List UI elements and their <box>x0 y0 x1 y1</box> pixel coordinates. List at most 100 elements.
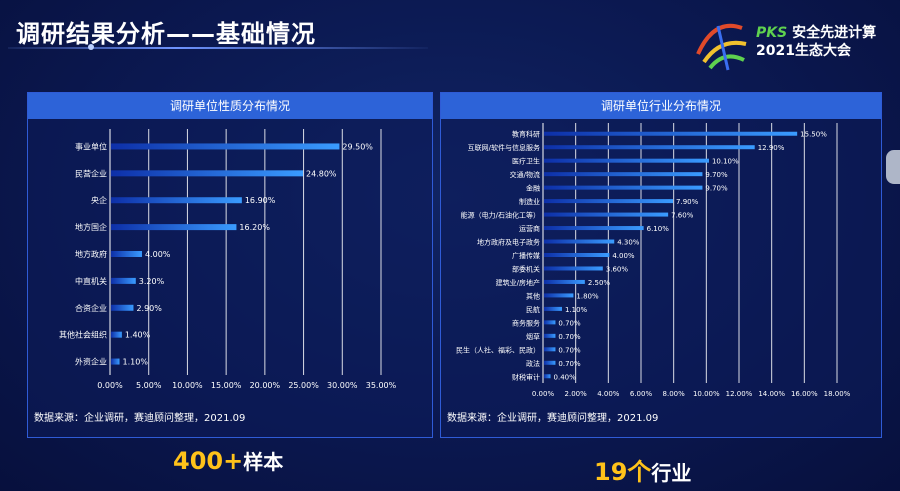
category-label: 制造业 <box>519 197 540 206</box>
data-label: 29.50% <box>342 142 373 151</box>
data-label: 6.10% <box>647 225 670 233</box>
bar <box>111 197 242 204</box>
bar <box>544 320 556 325</box>
bar <box>544 145 755 150</box>
category-label: 外资企业 <box>75 357 107 367</box>
data-label: 1.40% <box>125 331 151 340</box>
category-label: 烟草 <box>526 332 540 341</box>
data-label: 1.10% <box>565 306 588 314</box>
data-label: 3.60% <box>606 265 629 273</box>
bar <box>111 331 122 338</box>
category-label: 地方政府及电子政务 <box>477 238 540 247</box>
panel-industry-header: 调研单位行业分布情况 <box>441 93 881 119</box>
bar <box>544 253 610 257</box>
tick-label: 8.00% <box>663 390 686 398</box>
tick-label: 5.00% <box>136 381 162 390</box>
data-label: 4.00% <box>612 252 635 260</box>
tick-label: 15.00% <box>211 381 242 390</box>
category-label: 地方政府 <box>75 249 107 259</box>
data-label: 15.50% <box>800 131 827 139</box>
category-label: 事业单位 <box>75 141 107 151</box>
bar <box>111 170 304 177</box>
tick-label: 16.00% <box>791 390 818 398</box>
bar <box>111 304 134 311</box>
bar <box>544 279 585 284</box>
tick-label: 2.00% <box>565 390 588 398</box>
data-label: 24.80% <box>306 169 337 178</box>
bar <box>544 266 603 271</box>
category-label: 建筑业/房地产 <box>496 278 540 287</box>
bar <box>544 199 674 204</box>
tick-label: 30.00% <box>327 381 358 390</box>
bar <box>544 333 556 338</box>
category-label: 政法 <box>526 359 540 368</box>
category-label: 其他社会组织 <box>59 330 107 340</box>
category-label: 金融 <box>526 184 540 193</box>
data-label: 7.90% <box>676 198 699 206</box>
category-label: 地方国企 <box>75 222 107 232</box>
category-label: 财税审计 <box>512 372 540 381</box>
logo-brand: PKS <box>756 25 788 41</box>
bar <box>544 293 574 298</box>
industry-bar-chart: 0.00% 2.00% 4.00% 6.00% 8.00% 10.00% 12.00% 14.… <box>456 123 851 398</box>
data-label: 4.30% <box>617 239 640 247</box>
tick-label: 14.00% <box>758 390 785 398</box>
bar <box>111 251 142 257</box>
bar <box>111 224 237 231</box>
panel-nature: 调研单位性质分布情况 0.00% 5.00% 10.00% 15.00% 20.00% 2… <box>27 92 433 438</box>
nature-bar-chart: 0.00% 5.00% 10.00% 15.00% 20.00% 25.00% 30.00%… <box>59 129 397 390</box>
category-label: 央企 <box>91 195 107 205</box>
data-label: 0.70% <box>558 319 581 327</box>
side-handle-icon[interactable] <box>886 150 900 184</box>
title-underline-dot <box>88 44 94 50</box>
tick-label: 6.00% <box>630 390 653 398</box>
bar <box>111 277 136 284</box>
data-label: 3.20% <box>139 277 165 286</box>
page-title: 调研结果分析——基础情况 <box>16 20 316 48</box>
logo-line2: 2021生态大会 <box>756 43 851 59</box>
data-label: 16.90% <box>245 196 276 205</box>
stat-sample-label: 样本 <box>243 450 284 474</box>
stat-industry-number: 19个 <box>594 458 652 486</box>
bar <box>544 185 703 190</box>
tick-label: 0.00% <box>97 381 123 390</box>
title-underline <box>8 47 428 49</box>
tick-label: 10.00% <box>172 381 203 390</box>
data-label: 16.20% <box>239 223 270 232</box>
bar <box>544 226 644 231</box>
data-label: 9.70% <box>705 185 728 193</box>
bar <box>544 347 556 352</box>
data-label: 0.40% <box>554 373 577 381</box>
data-label: 0.70% <box>558 346 581 354</box>
data-label: 9.70% <box>705 171 728 179</box>
category-label: 能源（电力/石油化工等） <box>461 211 540 220</box>
stat-industry: 19个行业 <box>594 452 691 487</box>
bar <box>544 306 562 311</box>
category-label: 交通/物流 <box>510 170 540 179</box>
bar <box>544 172 703 177</box>
bar <box>544 360 556 365</box>
logo-line1: PKS 安全先进计算 <box>756 22 876 42</box>
pks-logo-icon <box>696 23 747 71</box>
category-label: 医疗卫生 <box>512 157 540 166</box>
tick-label: 0.00% <box>532 390 555 398</box>
bar <box>544 131 798 136</box>
stat-sample: 400+样本 <box>173 446 283 475</box>
category-label: 民航 <box>526 305 540 314</box>
data-label: 0.70% <box>558 360 581 368</box>
bar <box>544 239 615 244</box>
panel-industry: 调研单位行业分布情况 0.00% 2.00% 4.00% 6.00% 8.00% 10.0… <box>440 92 882 438</box>
data-label: 2.90% <box>136 304 162 313</box>
tick-label: 25.00% <box>288 381 319 390</box>
logo-line1-text: 安全先进计算 <box>792 25 877 41</box>
category-label: 民生（人社、福彩、民政） <box>456 345 540 354</box>
category-label: 中直机关 <box>75 276 107 286</box>
data-label: 2.50% <box>588 279 611 287</box>
panel-nature-header: 调研单位性质分布情况 <box>28 93 432 119</box>
bar <box>544 158 709 163</box>
tick-label: 20.00% <box>250 381 281 390</box>
bar <box>111 358 120 365</box>
data-label: 7.60% <box>671 212 694 220</box>
category-label: 民营企业 <box>75 168 107 178</box>
